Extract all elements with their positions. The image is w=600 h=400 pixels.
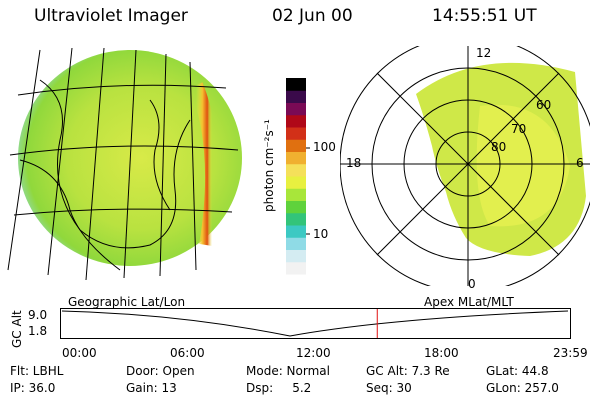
timeline-xtick-4: 23:59 — [553, 346, 588, 360]
altitude-curve — [61, 310, 569, 337]
timeline-xtick-1: 06:00 — [170, 346, 205, 360]
colorbar-swatch — [286, 200, 306, 214]
time-label: 14:55:51 UT — [432, 6, 537, 26]
mlt-label-12: 12 — [476, 46, 492, 60]
colorbar-swatch — [286, 114, 306, 128]
right-panel-caption: Apex MLat/MLT — [424, 295, 514, 309]
colorbar-swatch — [286, 102, 306, 116]
colorbar-swatch — [286, 237, 306, 250]
info-glat: GLat: 44.8 — [486, 364, 549, 378]
polar-plot — [340, 46, 590, 286]
colorbar-swatch — [286, 212, 306, 226]
lat-label-70: 70 — [511, 122, 527, 136]
orbit-timeline — [60, 308, 571, 339]
timeline-xtick-3: 18:00 — [424, 346, 459, 360]
timeline-xtick-2: 12:00 — [296, 346, 331, 360]
colorbar-label: photon cm⁻²s⁻¹ — [262, 119, 276, 212]
info-dsp: Dsp: 5.2 — [246, 381, 312, 395]
app-title: Ultraviolet Imager — [34, 6, 188, 26]
colorbar — [286, 78, 310, 275]
colorbar-swatch — [286, 127, 306, 140]
timeline-xtick-0: 00:00 — [62, 346, 97, 360]
left-panel-caption: Geographic Lat/Lon — [68, 295, 186, 309]
colorbar-swatch — [286, 139, 306, 152]
colorbar-swatch — [286, 78, 306, 91]
colorbar-swatch — [286, 188, 306, 201]
info-gain: Gain: 13 — [126, 381, 177, 395]
timeline-ytick-min: 1.8 — [28, 324, 48, 338]
polar-grid — [340, 46, 590, 286]
info-door: Door: Open — [126, 364, 195, 378]
colorbar-swatch — [286, 163, 306, 177]
info-glon: GLon: 257.0 — [486, 381, 559, 395]
date-label: 02 Jun 00 — [272, 6, 353, 26]
colorbar-swatch — [286, 151, 306, 165]
colorbar-tick-10: 10 — [313, 227, 329, 241]
colorbar-tick-100: 100 — [313, 140, 336, 154]
colorbar-swatch — [286, 176, 306, 189]
map-grid — [7, 47, 239, 281]
geographic-image — [7, 47, 242, 281]
colorbar-swatch — [286, 249, 306, 263]
info-mode: Mode: Normal — [246, 364, 330, 378]
info-gc-alt: GC Alt: 7.3 Re — [366, 364, 450, 378]
colorbar-swatch — [286, 261, 306, 275]
info-flt: Flt: LBHL — [10, 364, 64, 378]
timeline-ytick-max: 9.0 — [28, 308, 48, 322]
mlt-label-0: 0 — [468, 277, 476, 291]
info-seq: Seq: 30 — [366, 381, 412, 395]
auroral-oval-edge — [189, 82, 220, 247]
mlt-label-6: 6 — [576, 156, 584, 170]
colorbar-swatch — [286, 90, 306, 103]
info-ip: IP: 36.0 — [10, 381, 56, 395]
timeline-ylabel: GC Alt — [10, 310, 24, 348]
lat-label-60: 60 — [536, 98, 552, 112]
mlt-label-18: 18 — [346, 156, 362, 170]
lat-label-80: 80 — [491, 140, 507, 154]
colorbar-swatch — [286, 225, 306, 238]
